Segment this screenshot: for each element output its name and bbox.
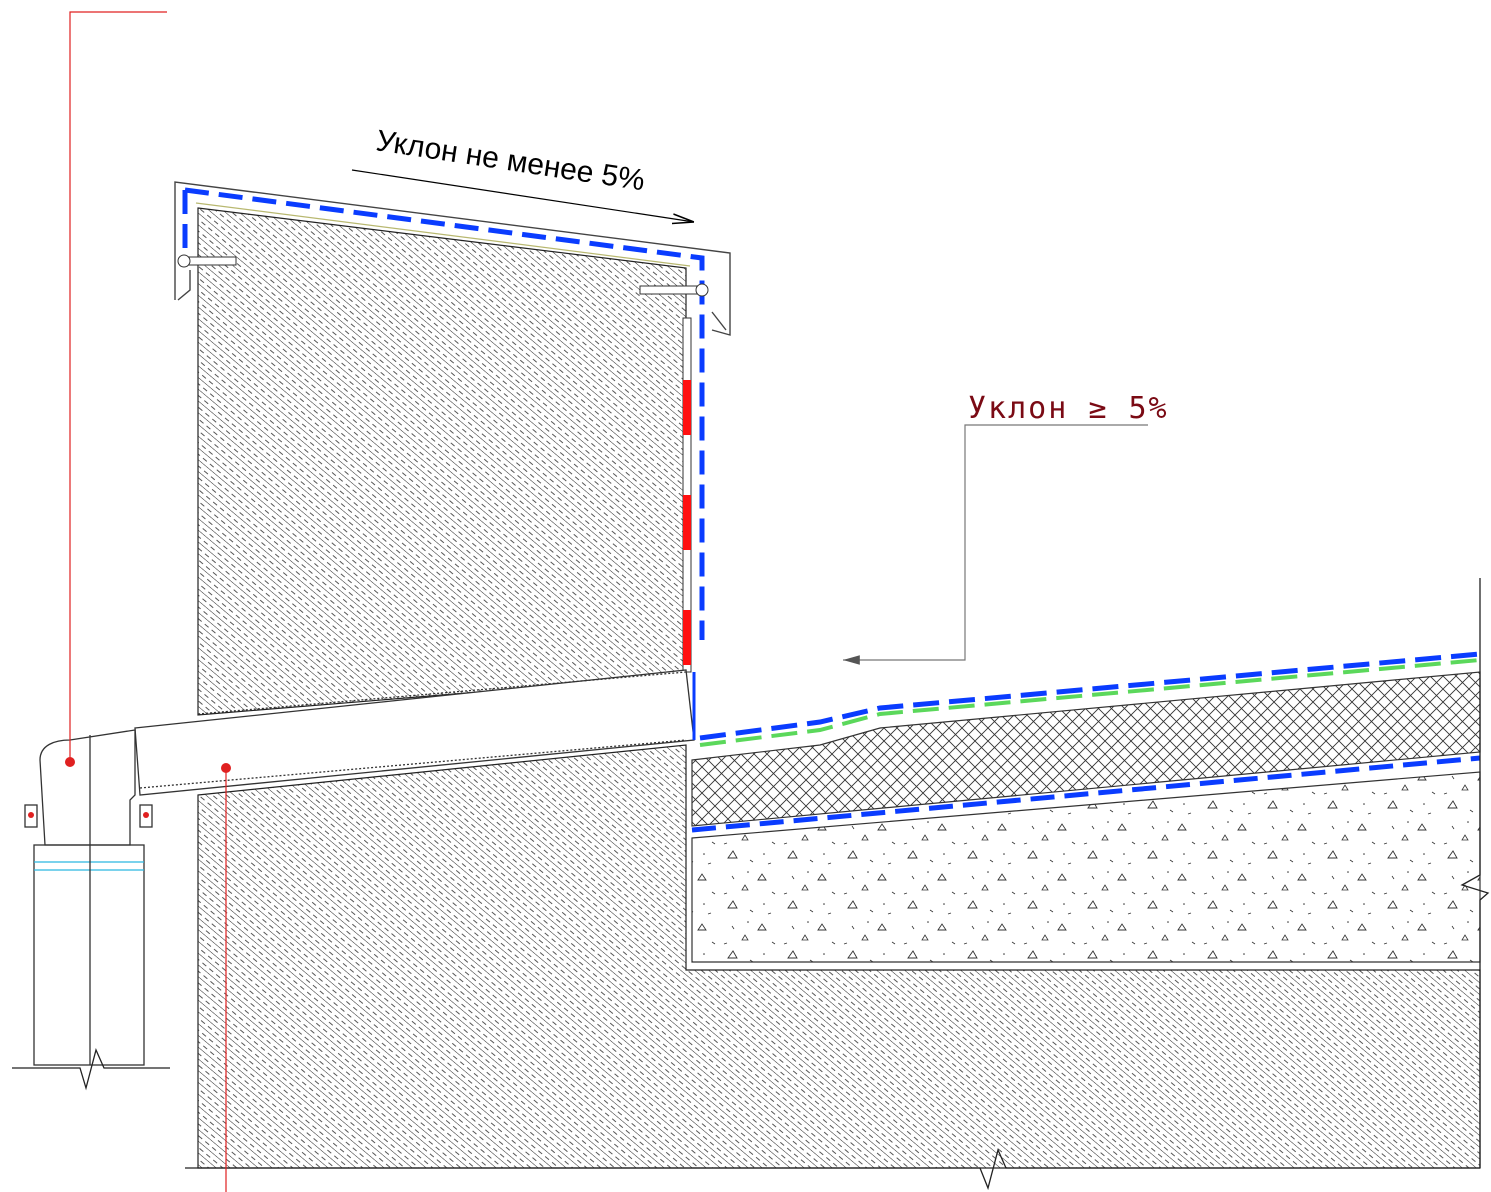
slope-label-callout: Уклон ≥ 5% (968, 391, 1169, 426)
leader-lines (69, 11, 227, 1192)
vapour-barrier (691, 755, 1481, 833)
fastener-right (639, 283, 709, 297)
break-line-right (1460, 578, 1490, 1168)
drain-funnel (24, 729, 153, 1066)
parapet-flashing-membrane (682, 317, 692, 673)
break-line-bottom (185, 1148, 1480, 1191)
slope-label-main: Уклон не менее 5% (374, 124, 647, 197)
slope-arrow-main (351, 169, 694, 222)
cap-membrane (182, 187, 705, 640)
leader-dot-pipe (221, 763, 231, 773)
waterproofing-membranes (692, 651, 1481, 747)
parapet-cap-flashing (174, 181, 731, 336)
break-line-left (12, 1048, 170, 1091)
fastener-left (177, 254, 237, 268)
leader-dot-drain (65, 757, 75, 767)
slope-callout: Уклон ≥ 5% (843, 391, 1169, 665)
parapet-body (197, 207, 687, 716)
